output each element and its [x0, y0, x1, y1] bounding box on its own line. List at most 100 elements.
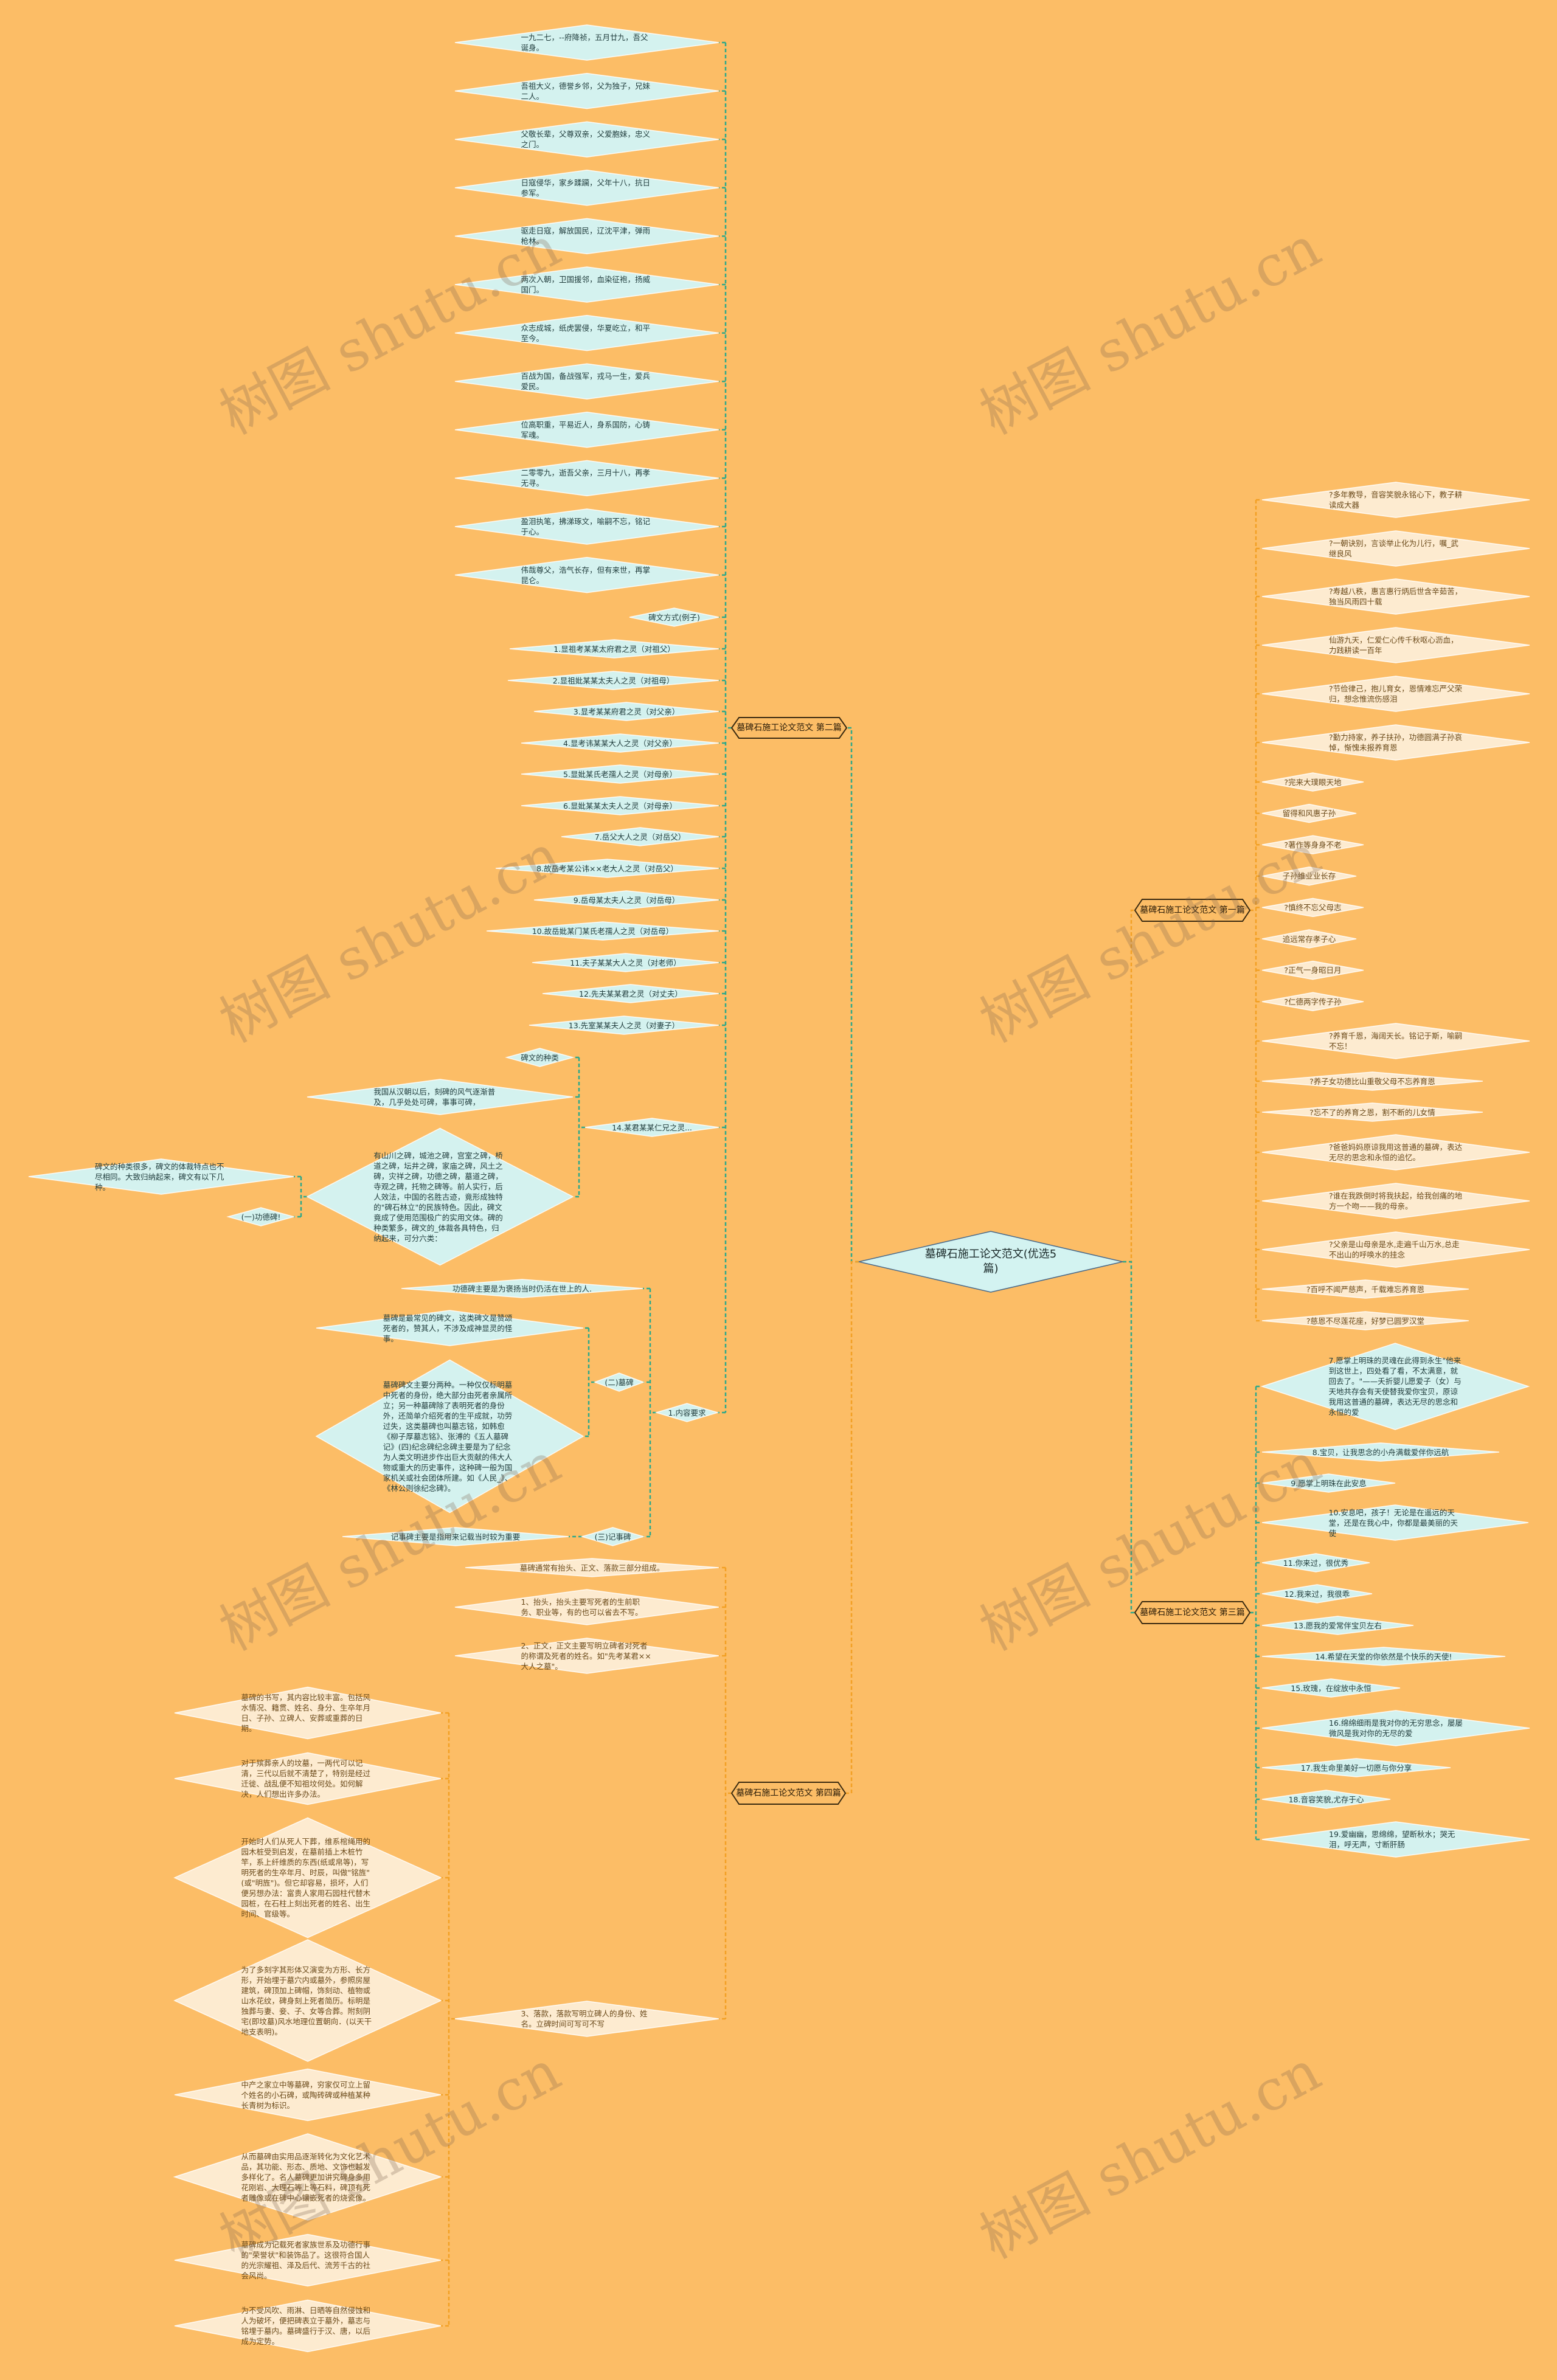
topic-node[interactable]: 13.先室某某夫人之灵（对妻子） [529, 1016, 719, 1034]
topic-node[interactable]: 2.显祖妣某某太夫人之灵（对祖母） [508, 671, 719, 690]
topic-node[interactable]: ?养子女功德比山重敬父母不忘养育恩 [1262, 1072, 1483, 1090]
topic-node[interactable]: 10.故岳妣某门某氏老孺人之灵（对岳母） [487, 922, 719, 940]
topic-node[interactable]: 12.先夫某某君之灵（对丈夫） [543, 984, 719, 1003]
topic-node[interactable]: ?寿越八秩，惠言惠行炳后世含辛茹苦，独当风雨四十载 [1262, 579, 1530, 614]
node-label: 墓碑通常有抬头、正文、落款三部分组成。 [519, 1563, 665, 1572]
topic-node[interactable]: 记事碑主要是指用来记载当时较为重要 [342, 1527, 569, 1546]
diamond-shape [454, 72, 720, 109]
topic-node[interactable]: 18.音容笑貌,尤存于心 [1262, 1790, 1390, 1808]
topic-node[interactable]: 仙游九天，仁爱仁心传千秋呕心沥血，力践耕读一百年 [1262, 628, 1530, 663]
topic-node[interactable]: 吾祖大义，德誉乡邻，父为独子，兄妹二人。 [455, 74, 719, 109]
topic-node[interactable]: 12.我来过，我很乖 [1262, 1585, 1372, 1603]
topic-node[interactable]: 1、抬头，抬头主要写死者的生前职务、职业等，有的也可以省去不写。 [455, 1590, 719, 1625]
topic-node[interactable]: 碑文方式(例子) [629, 608, 719, 626]
topic-node[interactable]: 15.玫瑰，在绽放中永恒 [1262, 1679, 1400, 1697]
topic-node[interactable]: 9.愿掌上明珠在此安息 [1262, 1474, 1395, 1492]
topic-node[interactable]: ?仁德两字传子孙 [1262, 992, 1364, 1011]
connector-line [573, 1056, 585, 1198]
topic-node[interactable]: 碑文的种类 [507, 1048, 573, 1067]
topic-node[interactable]: 子孙维业业长存 [1262, 867, 1356, 885]
topic-node[interactable]: (二)墓碑 [595, 1373, 643, 1391]
topic-node[interactable]: 众志成城，纸虎罢侵，华夏屹立，和平至今。 [455, 316, 719, 351]
topic-node[interactable]: ?慈恩不尽莲花座，好梦已圆罗汉堂 [1262, 1312, 1469, 1330]
topic-node[interactable]: (三)记事碑 [582, 1527, 643, 1546]
topic-node[interactable]: 碑文的种类很多，碑文的体裁特点也不尽相同。大致归纳起来，碑文有以下几种。 [29, 1159, 294, 1194]
topic-node[interactable]: 14.某君某某仁兄之灵... [585, 1118, 719, 1136]
topic-node[interactable]: ?节俭律己，抱儿育女，恩情难忘严父荣归，想念惟流伤感泪 [1262, 676, 1530, 711]
topic-node[interactable]: ?谁在我跌倒时将我扶起，给我创痛的地方一个吻——我的母亲。 [1262, 1183, 1530, 1219]
topic-node[interactable]: 两次入朝，卫国援邻，血染征袍，扬威国门。 [455, 267, 719, 302]
topic-node[interactable]: 2、正文，正文主要写明立碑者对死者的称谓及死者的姓名。如"先考某君××大人之墓"… [455, 1638, 719, 1673]
topic-node[interactable]: 16.绵绵细雨是我对你的无穷思念，屡屡微风是我对你的无尽的爱 [1262, 1711, 1530, 1746]
topic-node[interactable]: 8.宝贝，让我思念的小舟满载爱伴你远航 [1262, 1443, 1499, 1461]
topic-node[interactable]: 留得和风惠子孙 [1262, 804, 1356, 823]
topic-node[interactable]: 14.希望在天堂的你依然是个快乐的天使! [1262, 1647, 1505, 1666]
topic-node[interactable]: 6.显妣某某太夫人之灵（对母亲） [521, 797, 719, 815]
topic-node[interactable]: 13.愿我的爱常伴宝贝左右 [1262, 1616, 1413, 1635]
topic-node[interactable]: 1.显祖考某某太府君之灵（对祖父） [510, 640, 719, 658]
topic-node[interactable]: ?忘不了的养育之恩，割不断的儿女情 [1262, 1103, 1483, 1121]
topic-node[interactable]: 7.愿掌上明珠的灵魂在此得到永生"他来到这世上，四处看了看，不太满意，就回去了。… [1262, 1343, 1528, 1430]
topic-node[interactable]: ?养育千恩，海阔天长。铭记于斯，喻嗣不忘！ [1262, 1023, 1530, 1059]
diamond-shape [1261, 1821, 1530, 1858]
branch-topic[interactable]: 墓碑石施工论文范文 第一篇 [1135, 899, 1250, 921]
topic-node[interactable]: ?慎终不忘父母志 [1262, 898, 1364, 916]
topic-node[interactable]: 10.安息吧，孩子！无论是在遥远的天堂，还是在我心中，你都是最美丽的天使 [1262, 1505, 1528, 1540]
connector-line [441, 1712, 455, 2327]
diamond-shape [1261, 1023, 1530, 1059]
topic-node[interactable]: 百战为国，备战强军，戎马一生，爱兵爱民。 [455, 364, 719, 399]
topic-node[interactable]: 从而墓碑由实用品逐渐转化为文化艺术品，其功能、形态、质地、文饰也越发多样化了。名… [175, 2134, 441, 2220]
topic-node[interactable]: 开始时人们从死人下葬，维系棺绳用的园木桩受到启发，在墓前插上木桩竹竿，系上纤维质… [175, 1818, 441, 1938]
topic-node[interactable]: 追远常存孝子心 [1262, 930, 1356, 948]
topic-node[interactable]: 墓碑碑文主要分两种。一种仅仅标明墓中死者的身份，绝大部分由死者亲属所立；另一种墓… [316, 1360, 583, 1513]
topic-node[interactable]: 伟哉尊父，浩气长存，但有来世，再掌昆仑。 [455, 558, 719, 593]
branch-topic[interactable]: 墓碑石施工论文范文 第四篇 [732, 1782, 845, 1804]
topic-node[interactable]: 3、落款，落款写明立碑人的身份、姓名。立碑时间可写可不写 [455, 2001, 719, 2036]
topic-node[interactable]: 3.显考某某府君之灵（对父亲） [534, 702, 719, 721]
topic-node[interactable]: ?爸爸妈妈原谅我用这普通的墓碑，表达无尽的思念和永恒的追忆。 [1262, 1135, 1530, 1170]
topic-node[interactable]: 7.岳父大人之灵（对岳父） [561, 828, 719, 846]
topic-node[interactable]: 一九二七，--府降祯，五月廿九，吾父诞身。 [455, 25, 719, 60]
topic-node[interactable]: 日寇侵华，家乡蹂躏，父年十八，抗日参军。 [455, 170, 719, 206]
node-label: 有山川之碑，城池之碑，宫室之碑，桥道之碑，坛井之碑，家庙之碑，风土之碑，灾祥之碑… [373, 1150, 503, 1243]
topic-node[interactable]: 8.故岳考某公讳××老大人之灵（对岳父） [496, 859, 719, 877]
topic-node[interactable]: 盈泪执笔，拂涕琢文，喻嗣不忘，铭记于心。 [455, 509, 719, 544]
topic-node[interactable]: 墓碑的书写，其内容比较丰富。包括风水情况、籍贯、姓名、身分、生卒年月日、子孙、立… [175, 1687, 441, 1739]
topic-node[interactable]: 9.岳母某太夫人之灵（对岳母） [534, 891, 719, 909]
branch-topic[interactable]: 墓碑石施工论文范文 第二篇 [732, 718, 847, 738]
topic-node[interactable]: ?勤力持家，养子扶孙，功德圆满子孙哀悼，惭愧未报养育恩 [1262, 725, 1530, 760]
topic-node[interactable]: 二零零九，逝吾父亲，三月十八，再孝无寻。 [455, 460, 719, 496]
topic-node[interactable]: 4.显考讳某某大人之灵（对父亲） [521, 734, 719, 752]
topic-node[interactable]: ?著作等身身不老 [1262, 835, 1364, 854]
branch-topic[interactable]: 墓碑石施工论文范文 第三篇 [1135, 1602, 1250, 1624]
topic-node[interactable]: 对于殡葬亲人的坟墓，一两代可以记清，三代以后就不清楚了，特别是经过迁徙、战乱便不… [175, 1753, 441, 1805]
diamond-shape [1261, 867, 1357, 886]
topic-node[interactable]: 有山川之碑，城池之碑，宫室之碑，桥道之碑，坛井之碑，家庙之碑，风土之碑，灾祥之碑… [307, 1129, 573, 1265]
topic-node[interactable]: 17.我生命里美好一切愿与你分享 [1262, 1759, 1451, 1777]
topic-node[interactable]: ?百呼不闻严慈声，千载难忘养育恩 [1262, 1280, 1469, 1298]
topic-node[interactable]: 为了多刻字其形体又演变为方形、长方形，开始埋于墓穴内或墓外，参照房屋建筑，碑顶加… [175, 1940, 441, 2061]
topic-node[interactable]: 5.显妣某氏老孺人之灵（对母亲） [521, 765, 719, 783]
topic-node[interactable]: 11.夫子某某大人之灵（对老师） [532, 953, 719, 972]
topic-node[interactable]: 父敬长辈，父尊双亲，父爱胞妹，忠义之门。 [455, 122, 719, 157]
topic-node[interactable]: 位高职重，平易近人，身系国防，心铸军魂。 [455, 412, 719, 448]
diamond-shape [1261, 1647, 1506, 1666]
topic-node[interactable]: ?完来大璞眼天地 [1262, 773, 1364, 791]
topic-node[interactable]: 我国从汉朝以后，刻碑的风气逐渐普及，几乎处处可碑，事事可碑， [307, 1079, 573, 1115]
topic-node[interactable]: 功德碑主要是为褒扬当时仍活在世上的人. [401, 1279, 643, 1298]
topic-node[interactable]: 19.爱幽幽，思绵绵，望断秋水；哭无泪，呼无声，寸断肝肠 [1262, 1822, 1530, 1857]
topic-node[interactable]: 墓碑成为记载死者家族世系及功德行事的"荣誉状"和装饰品了。这很符合国人的光宗耀祖… [175, 2235, 441, 2286]
topic-node[interactable]: ?正气一身昭日月 [1262, 961, 1364, 980]
topic-node[interactable]: ?多年教导，音容笑貌永铭心下，教子耕读成大器 [1262, 482, 1530, 517]
topic-node[interactable]: 11.你来过，很优秀 [1262, 1554, 1370, 1572]
topic-node[interactable]: 为不受风吹、雨淋、日晒等自然侵蚀和人为破坏，便把碑表立于墓外，墓志与铭埋于墓内。… [175, 2300, 441, 2352]
topic-node[interactable]: ?父亲是山母亲是水,走遍千山万水,总走不出山的呼唤水的挂念 [1262, 1232, 1530, 1267]
topic-node[interactable]: 中产之家立中等墓碑，穷家仅可立上留个姓名的小石碑，或陶砖碑或种植某种长青树为标识… [175, 2069, 441, 2121]
topic-node[interactable]: 墓碑是最常见的碑文，这类碑文是赞颂死者的，赞其人，不涉及成神显灵的怪事。 [316, 1310, 583, 1346]
topic-node[interactable]: 1.内容要求 [656, 1403, 718, 1422]
topic-node[interactable]: ?一朝诀别，言谈举止化为儿行，嘱_武继良风 [1262, 531, 1530, 566]
topic-node[interactable]: 驱走日寇，解放国民，辽沈平津，弹雨枪林。 [455, 218, 719, 254]
topic-node[interactable]: 墓碑通常有抬头、正文、落款三部分组成。 [465, 1558, 719, 1577]
central-topic[interactable]: 墓碑石施工论文范文(优选5篇) [859, 1231, 1123, 1292]
topic-node[interactable]: (一)功德碑! [228, 1208, 294, 1226]
